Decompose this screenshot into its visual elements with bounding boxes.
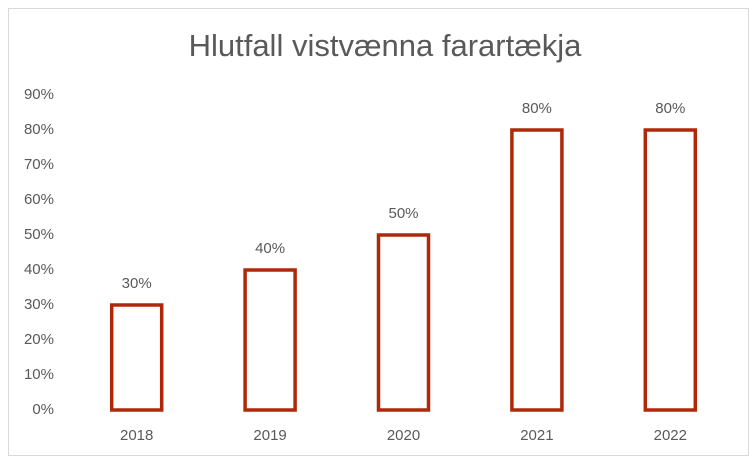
value-label: 80% <box>522 100 552 117</box>
chart-title: Hlutfall vistvænna farartækja <box>189 28 583 63</box>
x-tick-label: 2021 <box>520 427 553 444</box>
y-tick-label: 50% <box>24 226 54 243</box>
y-tick-label: 70% <box>24 156 54 173</box>
y-tick-label: 90% <box>24 86 54 103</box>
value-label: 30% <box>122 275 152 292</box>
y-tick-label: 20% <box>24 331 54 348</box>
value-label: 80% <box>655 100 685 117</box>
y-tick-label: 30% <box>24 296 54 313</box>
y-tick-label: 10% <box>24 366 54 383</box>
y-tick-label: 60% <box>24 191 54 208</box>
y-tick-label: 40% <box>24 261 54 278</box>
bar <box>643 128 698 412</box>
x-tick-label: 2019 <box>253 427 286 444</box>
x-tick-label: 2020 <box>387 427 420 444</box>
bar <box>109 303 164 412</box>
y-tick-label: 0% <box>32 401 54 418</box>
value-label: 50% <box>388 205 418 222</box>
x-tick-label: 2022 <box>654 427 687 444</box>
bar <box>510 128 564 412</box>
x-tick-label: 2018 <box>120 427 153 444</box>
bar <box>243 268 297 412</box>
y-tick-label: 80% <box>24 121 54 138</box>
value-label: 40% <box>255 240 285 257</box>
bar <box>376 233 431 412</box>
